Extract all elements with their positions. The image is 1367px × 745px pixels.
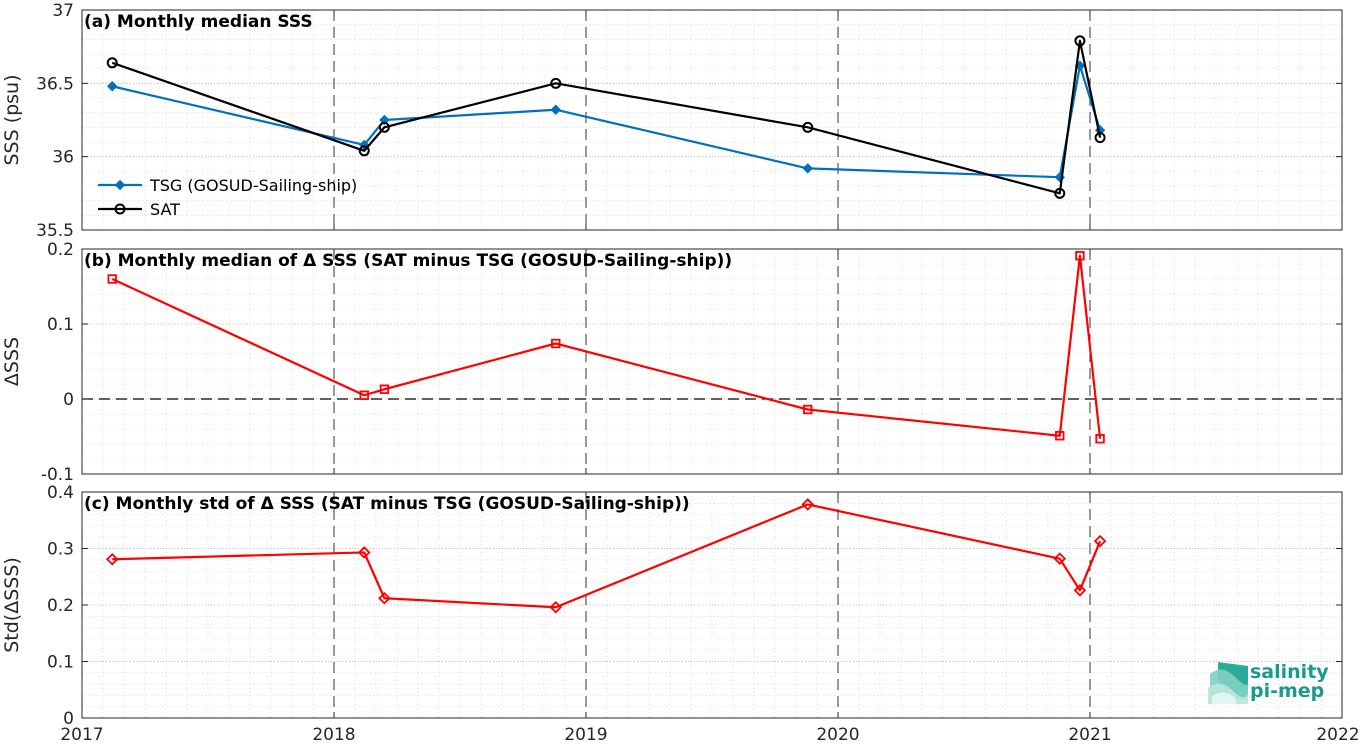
- legend-marker: [114, 179, 126, 191]
- axes-box: [81, 9, 1343, 231]
- data-point: [107, 81, 118, 92]
- x-tick-label: 2022: [1316, 725, 1359, 745]
- y-tick-label: -0.1: [41, 465, 74, 485]
- series-line: [112, 503, 1102, 609]
- data-point: [1055, 431, 1065, 441]
- legend: TSG (GOSUD-Sailing-ship) SAT: [98, 176, 357, 219]
- y-axis-title: Std(ΔSSS): [1, 557, 23, 653]
- y-tick-label: 35.5: [36, 221, 74, 241]
- data-point: [379, 114, 390, 126]
- data-point: [1073, 584, 1087, 597]
- y-tick-label: 0.1: [47, 653, 74, 673]
- y-tick-label: 0.2: [47, 596, 74, 616]
- x-tick-label: 2019: [564, 725, 607, 745]
- logo-text-pi-mep: pi-mep: [1250, 680, 1324, 702]
- y-tick-label: 0.1: [47, 315, 74, 335]
- y-tick-label: 36: [52, 148, 74, 168]
- y-tick-label: 37: [52, 1, 74, 21]
- panel-c: 0 0.1 0.2 0.3 0.4 2017 2018 2019 2020 2021 2022 Std…: [1, 483, 1360, 745]
- data-point: [801, 498, 815, 511]
- ticks: [81, 248, 1343, 475]
- data-point: [802, 163, 813, 174]
- x-tick-label: 2018: [312, 725, 355, 745]
- logo-text-salinity: salinity: [1250, 661, 1329, 683]
- data-point: [359, 390, 369, 400]
- data-point: [1053, 552, 1067, 565]
- y-tick-label: 36.5: [36, 74, 74, 94]
- data-point: [378, 591, 391, 605]
- data-point: [551, 338, 561, 349]
- series-line-0: [105, 498, 1107, 614]
- data-point: [1094, 132, 1106, 144]
- data-point: [107, 274, 117, 284]
- data-point: [105, 552, 119, 566]
- y-tick-label: 0.2: [47, 240, 74, 260]
- legend-label: SAT: [150, 200, 180, 219]
- data-point: [357, 546, 371, 559]
- data-point: [1095, 434, 1105, 444]
- salinity-pi-mep-logo: salinity pi-mep: [1208, 661, 1329, 704]
- data-point: [550, 77, 562, 89]
- data-point: [1075, 251, 1085, 261]
- ticks: [81, 491, 1343, 719]
- x-tick-label: 2021: [1068, 725, 1111, 745]
- y-tick-label: 0.4: [47, 483, 74, 503]
- y-axis-title: ΔSSS: [1, 337, 23, 386]
- series-sat: [106, 35, 1106, 199]
- data-point: [1074, 35, 1086, 47]
- data-point: [379, 384, 390, 394]
- panel-a: 35.5 36 36.5 37 SSS (psu) (a) Monthly median …: [1, 1, 1343, 241]
- data-point: [550, 104, 561, 115]
- legend-marker: [114, 203, 126, 215]
- panel-title: (a) Monthly median SSS: [84, 12, 313, 32]
- data-point: [803, 404, 813, 415]
- plot-area: [82, 10, 1342, 230]
- data-point: [1054, 187, 1066, 199]
- y-axis-title: SSS (psu): [1, 74, 23, 165]
- series-line-0: [107, 251, 1105, 444]
- panel-title: (c) Monthly std of Δ SSS (SAT minus TSG …: [84, 494, 690, 514]
- data-point: [358, 145, 370, 157]
- panel-b: -0.1 0 0.1 0.2 ΔSSS (b) Monthly median of Δ S…: [1, 240, 1343, 485]
- data-point: [1093, 534, 1107, 548]
- data-point: [106, 57, 118, 69]
- y-tick-label: 0: [63, 709, 74, 729]
- data-point: [549, 600, 563, 614]
- ticks: [81, 9, 1343, 231]
- data-point: [802, 121, 814, 133]
- y-tick-label: 0.3: [47, 540, 74, 560]
- x-tick-label: 2017: [60, 725, 103, 745]
- panel-title: (b) Monthly median of Δ SSS (SAT minus T…: [84, 251, 732, 271]
- axes-box: [81, 248, 1343, 475]
- series-line: [111, 64, 1102, 179]
- x-tick-label: 2020: [816, 725, 859, 745]
- data-point: [378, 121, 390, 133]
- legend-label: TSG (GOSUD-Sailing-ship): [149, 176, 357, 195]
- y-tick-label: 0: [63, 390, 74, 410]
